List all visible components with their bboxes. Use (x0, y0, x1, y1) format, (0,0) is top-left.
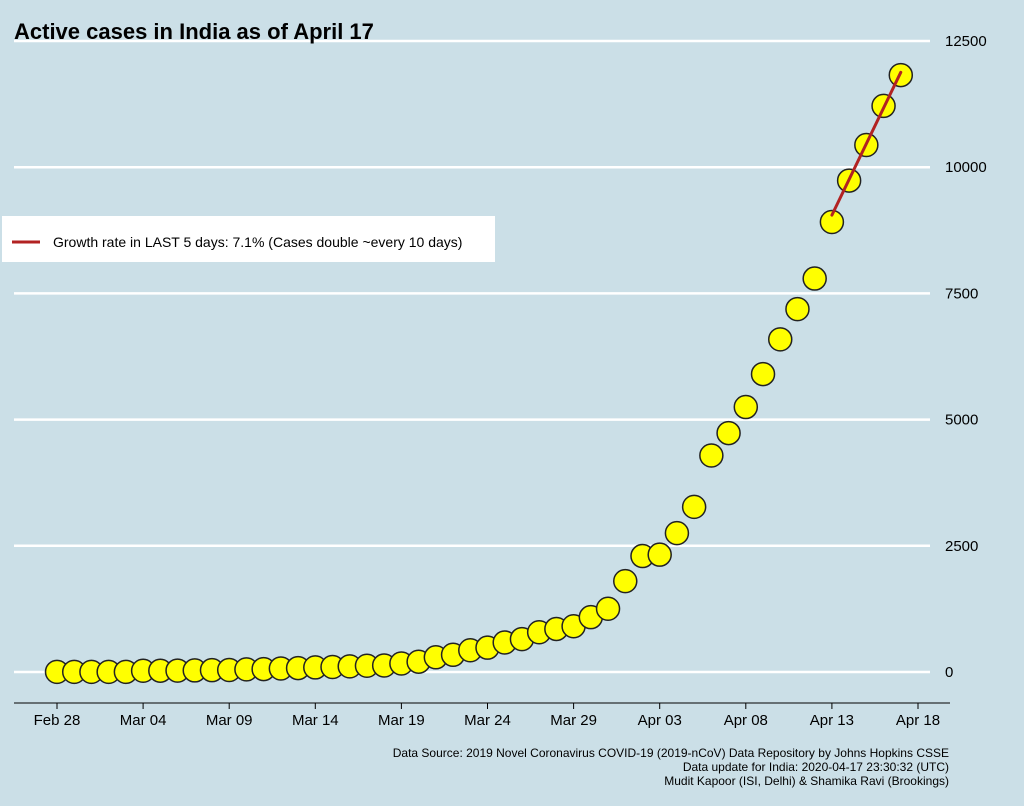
data-point (699, 443, 724, 468)
chart-title: Active cases in India as of April 17 (14, 19, 374, 44)
data-point (802, 266, 827, 291)
data-point (819, 209, 845, 235)
x-tick-label: Apr 18 (896, 712, 940, 729)
data-point (595, 596, 621, 621)
grid-lines (14, 39, 930, 674)
x-tick-label: Mar 14 (292, 712, 339, 729)
caption-data-update: Data update for India: 2020-04-17 23:30:… (683, 760, 949, 774)
caption: Data Source: 2019 Novel Coronavirus COVI… (393, 746, 949, 788)
data-point (733, 394, 759, 420)
caption-data-source: Data Source: 2019 Novel Coronavirus COVI… (393, 746, 949, 760)
x-tick-label: Mar 29 (550, 712, 597, 729)
data-point (681, 494, 707, 520)
y-tick-label: 10000 (945, 159, 987, 176)
x-tick-label: Feb 28 (34, 712, 81, 729)
data-point (613, 568, 638, 594)
y-tick-label: 0 (945, 664, 953, 681)
legend-entry-growth-rate: Growth rate in LAST 5 days: 7.1% (Cases … (53, 234, 462, 250)
data-point (647, 542, 672, 567)
fit-line (830, 70, 903, 217)
data-point (716, 420, 741, 446)
y-tick-label: 5000 (945, 412, 978, 429)
y-tick-label: 12500 (945, 33, 987, 50)
data-point (767, 327, 793, 352)
x-tick-label: Mar 09 (206, 712, 253, 729)
data-point (664, 520, 690, 546)
legend: Growth rate in LAST 5 days: 7.1% (Cases … (2, 216, 495, 262)
x-tick-label: Apr 13 (810, 712, 854, 729)
data-points (44, 62, 914, 685)
caption-authors: Mudit Kapoor (ISI, Delhi) & Shamika Ravi… (664, 774, 949, 788)
x-tick-label: Apr 03 (638, 712, 682, 729)
legend-box (2, 216, 495, 262)
x-tick-label: Mar 19 (378, 712, 425, 729)
x-tick-label: Mar 24 (464, 712, 511, 729)
x-tick-label: Mar 04 (120, 712, 167, 729)
x-axis: Feb 28 Mar 04 Mar 09 Mar 14 Mar 19 Mar 24 Mar … (14, 702, 950, 729)
y-axis-ticks: 0 2500 5000 7500 10000 12500 (945, 33, 987, 681)
data-point (750, 361, 776, 387)
x-tick-label: Apr 08 (724, 712, 768, 729)
growth-fit-line (830, 70, 903, 217)
y-tick-label: 2500 (945, 538, 978, 555)
y-tick-label: 7500 (945, 285, 978, 302)
data-point (785, 296, 810, 322)
